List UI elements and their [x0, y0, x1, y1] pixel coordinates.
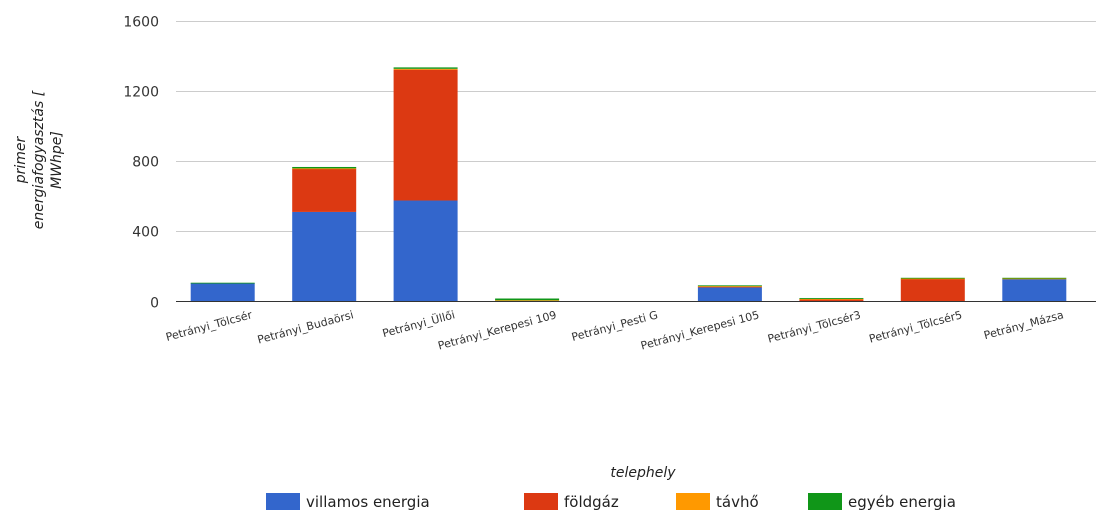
- bar-tavho-petranyi-ulloi: [393, 68, 458, 70]
- y-axis-title-line-3: MWhpe]: [49, 131, 65, 189]
- bar-egyeb-energia-petranyi-budaorsi: [292, 166, 357, 169]
- bar-foldgaz-petranyi-tolcser5: [900, 279, 965, 302]
- legend-label-villamos-energia: villamos energia: [306, 493, 430, 511]
- y-axis-title-line-2: energiafogyasztás [: [31, 90, 47, 229]
- x-tick-label: Petrányi_Tölcsér: [164, 308, 254, 344]
- y-tick-labels: 0 400 800 1200 1600: [123, 15, 159, 312]
- legend-swatch-villamos-energia: [266, 493, 300, 510]
- bar-tavho-petranyi-kerepesi-105: [697, 286, 762, 287]
- bar-tavho-petrany-mazsa: [1002, 278, 1067, 280]
- legend: villamos energia földgáz távhő egyéb ene…: [266, 493, 956, 511]
- x-tick-label: Petrányi_Üllői: [381, 308, 456, 340]
- bar-villamos-energia-petranyi-tolcser: [190, 283, 255, 302]
- bar-egyeb-energia-petranyi-kerepesi-105: [697, 285, 762, 287]
- legend-label-egyeb-energia: egyéb energia: [848, 493, 956, 511]
- bar-villamos-energia-petrany-mazsa: [1002, 279, 1067, 302]
- x-tick-label: Petrányi_Tölcsér5: [868, 308, 964, 345]
- bar-egyeb-energia-petranyi-tolcser3: [799, 297, 864, 299]
- x-tick-labels: Petrányi_Tölcsér Petrányi_Budaörsi Petrány…: [164, 308, 1065, 352]
- bar-tavho-petranyi-tolcser5: [900, 278, 965, 280]
- y-tick-label: 1600: [123, 15, 159, 31]
- bars: [190, 67, 1067, 302]
- bar-tavho-petranyi-budaorsi: [292, 168, 357, 170]
- bar-villamos-energia-petranyi-ulloi: [393, 200, 458, 302]
- bar-villamos-energia-petranyi-budaorsi: [292, 211, 357, 302]
- y-tick-label: 0: [150, 296, 159, 312]
- bar-egyeb-energia-petrany-mazsa: [1002, 277, 1067, 279]
- y-axis-title-line-1: primer: [13, 135, 29, 184]
- x-tick-label: Petrány_Mázsa: [982, 308, 1065, 342]
- bar-foldgaz-petranyi-budaorsi: [292, 168, 357, 212]
- bar-foldgaz-petranyi-ulloi: [393, 69, 458, 201]
- legend-swatch-foldgaz: [524, 493, 558, 510]
- bar-tavho-petranyi-tolcser3: [799, 298, 864, 300]
- bar-egyeb-energia-petranyi-tolcser: [190, 282, 255, 284]
- x-axis-title: telephely: [610, 465, 676, 481]
- legend-swatch-tavho: [676, 493, 710, 510]
- bar-foldgaz-petranyi-tolcser3: [799, 299, 864, 302]
- x-tick-label: Petrányi_Budaörsi: [256, 308, 355, 346]
- legend-label-tavho: távhő: [716, 493, 759, 511]
- bar-villamos-energia-petranyi-kerepesi-105: [697, 287, 762, 302]
- bar-egyeb-energia-petranyi-ulloi: [393, 67, 458, 69]
- gridlines: [176, 21, 1096, 232]
- legend-swatch-egyeb-energia: [808, 493, 842, 510]
- y-tick-label: 1200: [123, 85, 159, 101]
- legend-label-foldgaz: földgáz: [564, 493, 619, 511]
- x-tick-label: Petrányi_Tölcsér3: [766, 308, 862, 345]
- y-tick-label: 800: [132, 155, 159, 171]
- bar-egyeb-energia-petranyi-kerepesi-109: [495, 298, 560, 301]
- y-tick-label: 400: [132, 225, 159, 241]
- bar-foldgaz-petranyi-kerepesi-105: [697, 286, 762, 288]
- bar-tavho-petranyi-kerepesi-109: [495, 300, 560, 302]
- bar-egyeb-energia-petranyi-tolcser5: [900, 277, 965, 279]
